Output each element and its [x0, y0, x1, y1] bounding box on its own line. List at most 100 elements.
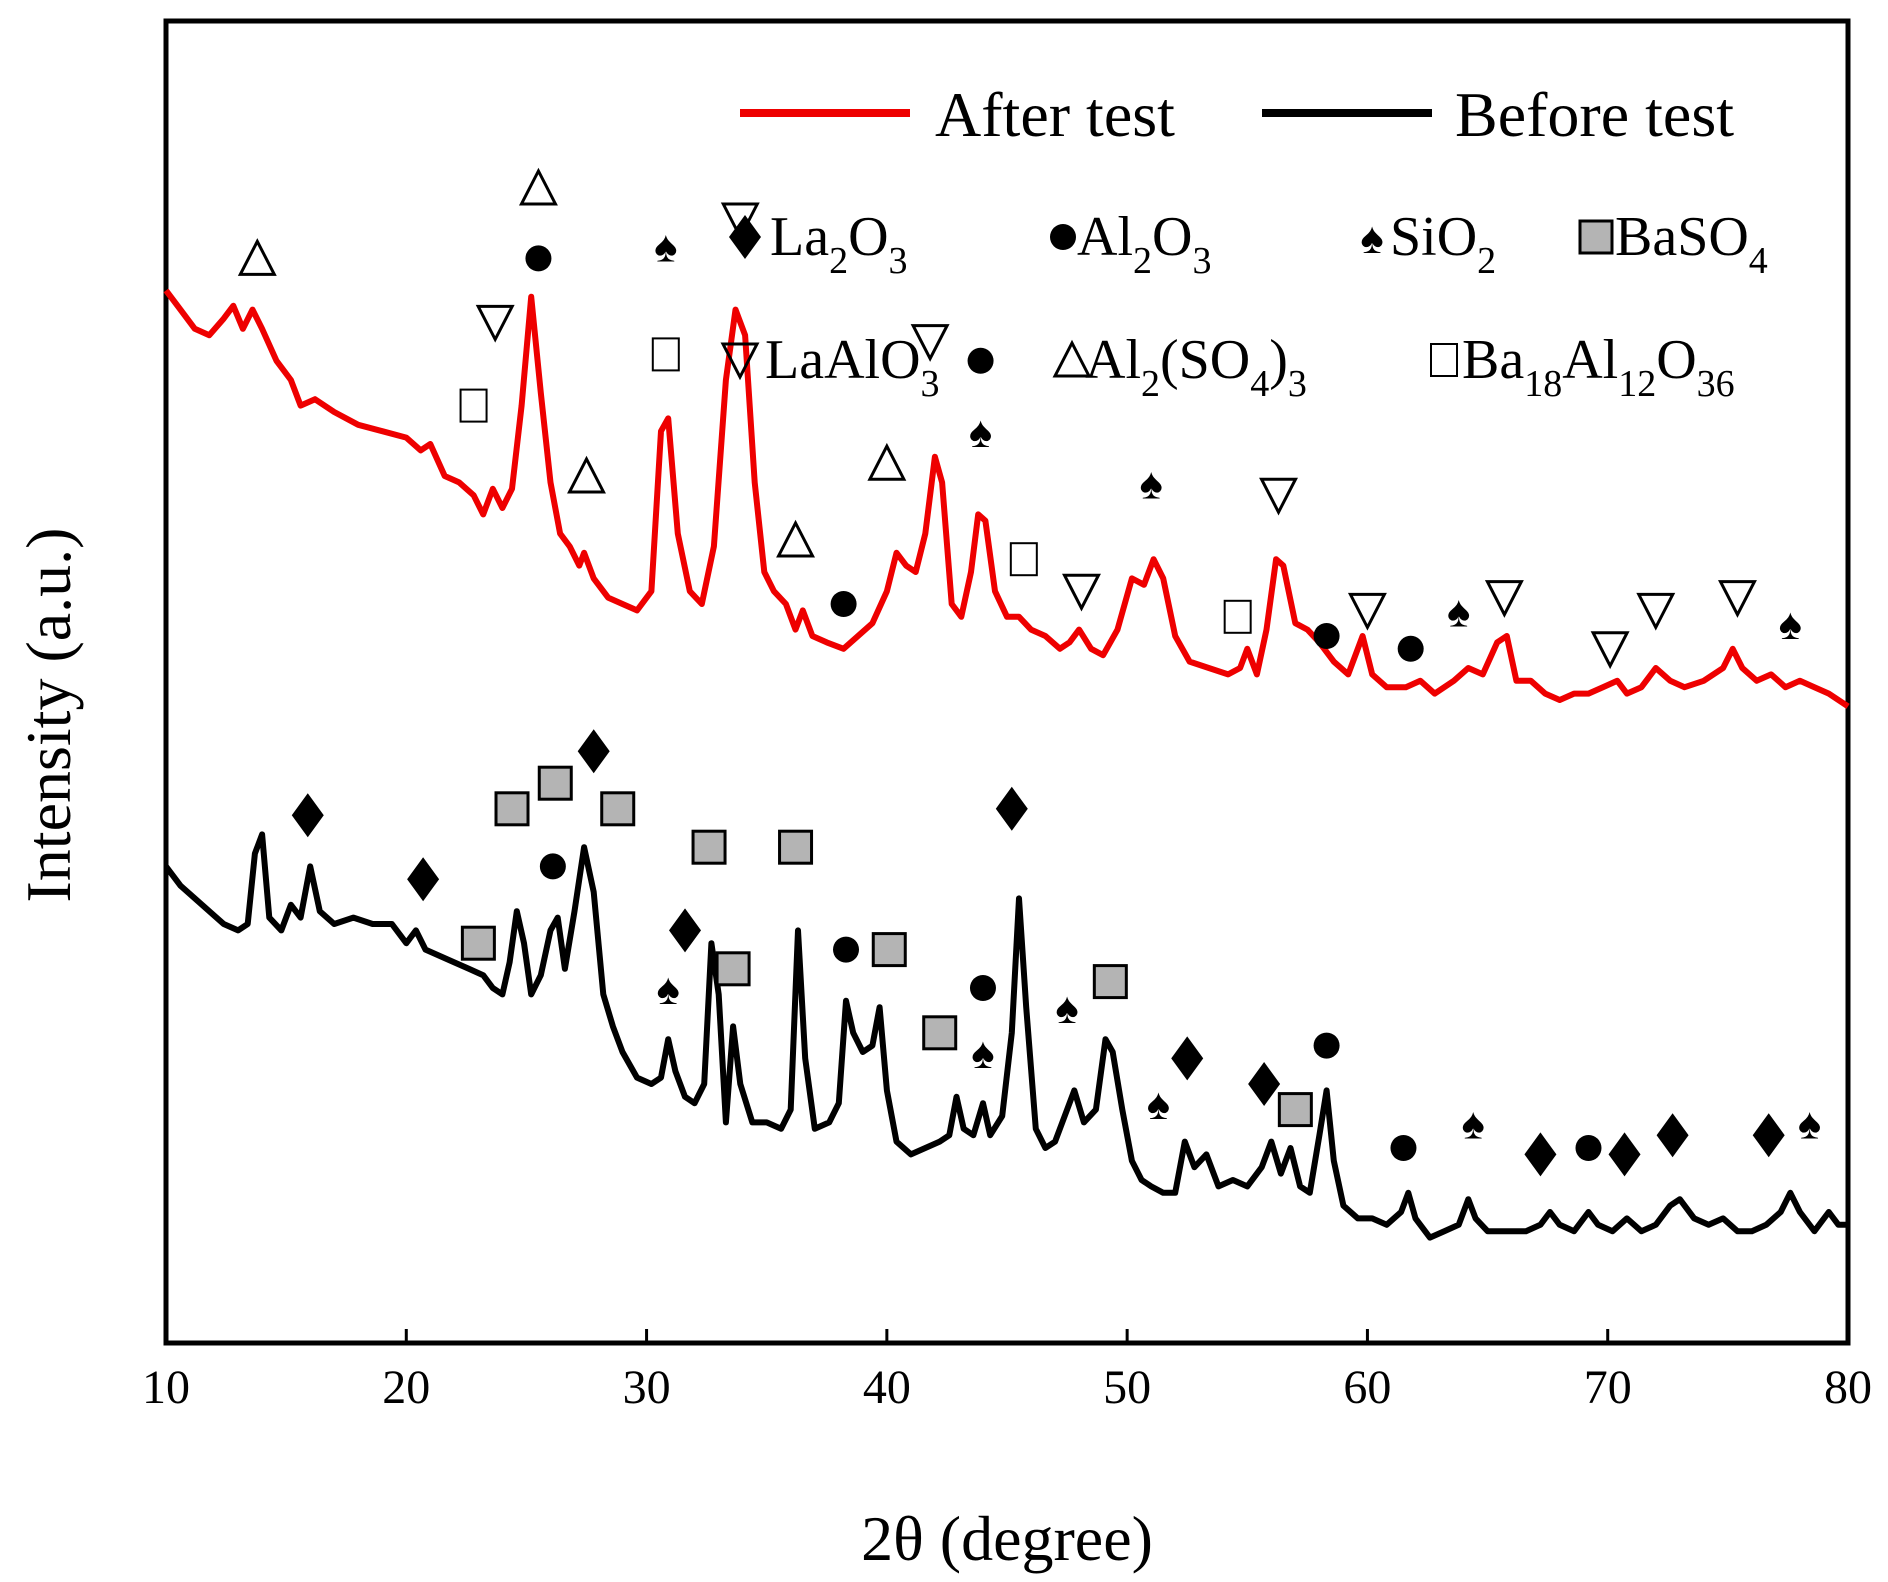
svg-text:♠: ♠ [1055, 984, 1078, 1033]
after-peak-circle-icon [830, 591, 857, 617]
x-tick-label-40: 40 [863, 1361, 911, 1414]
phase-legend-symbol-diamond [729, 215, 761, 259]
before-peak-spade-icon: ♠ [971, 1029, 994, 1078]
svg-text:♠: ♠ [1139, 459, 1162, 508]
svg-text:♠: ♠ [657, 965, 680, 1014]
phase-legend-symbol-square-open [1430, 343, 1458, 377]
phase-legend-diamond-icon [729, 215, 761, 259]
after-peak-square-open-icon [459, 388, 488, 423]
x-tick-label-30: 30 [623, 1361, 671, 1414]
phase-legend-symbol-triangle-up [1052, 339, 1092, 378]
phase-legend-symbol-spade: ♠ [1360, 214, 1383, 263]
phase-legend-symbol-circle [1050, 224, 1076, 250]
before-peak-diamond-icon [995, 786, 1028, 831]
before-peak-diamond-icon [1608, 1132, 1641, 1177]
before-peak-spade-icon: ♠ [1055, 984, 1078, 1033]
before-peak-diamond-icon [1656, 1113, 1689, 1158]
before-peak-square-gray-icon [460, 925, 496, 961]
after-peak-triangle-up-icon [237, 238, 277, 276]
svg-text:♠: ♠ [969, 408, 992, 457]
x-axis-title: 2θ (degree) [861, 1503, 1153, 1574]
after-peak-circle-icon [967, 347, 994, 374]
svg-text:♠: ♠ [1147, 1080, 1170, 1129]
phase-legend-sio2: SiO2 [1390, 206, 1496, 282]
phase-legend-symbol-triangle-down [720, 342, 760, 381]
after-peak-triangle-down-icon [1347, 592, 1387, 631]
before-peak-diamond-icon [1524, 1132, 1557, 1177]
y-axis-title: Intensity (a.u.) [13, 528, 84, 903]
series-legend: After test Before test [740, 79, 1734, 150]
legend-label-after: After test [935, 79, 1175, 150]
after-peak-triangle-up-icon [567, 455, 606, 494]
after-peak-triangle-down-icon [1590, 631, 1630, 670]
before-peak-square-gray-icon [600, 791, 636, 827]
before-peak-circle-icon [833, 936, 860, 963]
series-lines [163, 288, 1850, 1241]
phase-legend-symbol-square-gray [1578, 219, 1614, 255]
before-peak-square-gray-icon [715, 951, 751, 987]
after-peak-circle-icon [525, 245, 552, 272]
x-axis-ticks: 10 20 30 40 50 60 70 80 [142, 1329, 1872, 1414]
after-peak-square-open-icon [1223, 599, 1252, 634]
phase-legend-open-square-icon [1430, 343, 1458, 377]
phase-legend-baso4: BaSO4 [1615, 206, 1768, 282]
before-peak-diamond-icon [291, 793, 324, 838]
peak-annotations: ♠ ♠ ♠ ♠ ♠ ♠ ♠ ♠ ♠ ♠ ♠ [237, 167, 1821, 1177]
x-tick-label-80: 80 [1824, 1361, 1872, 1414]
before-peak-square-gray-icon [537, 765, 573, 801]
svg-text:♠: ♠ [1779, 600, 1802, 649]
before-peak-square-gray-icon [922, 1015, 958, 1051]
after-peak-square-open-icon [651, 337, 680, 372]
svg-text:♠: ♠ [1461, 1099, 1484, 1148]
series-line-before-test [163, 831, 1848, 1241]
before-peak-circle-icon [1390, 1135, 1417, 1161]
after-peak-triangle-up-icon [518, 167, 558, 206]
before-peak-square-gray-icon [1092, 964, 1128, 1000]
x-tick-label-50: 50 [1103, 1361, 1151, 1414]
svg-text:♠: ♠ [1798, 1099, 1821, 1148]
before-peak-circle-icon [1575, 1135, 1602, 1161]
before-peak-square-gray-icon [494, 791, 530, 827]
svg-text:♠: ♠ [971, 1029, 994, 1078]
svg-text:♠: ♠ [1360, 214, 1383, 263]
svg-text:♠: ♠ [1447, 587, 1470, 636]
phase-legend-gray-square-icon [1578, 219, 1614, 255]
after-peak-triangle-down-icon [1484, 580, 1524, 618]
phase-legend-ba18al12o36: Ba18Al12O36 [1462, 329, 1735, 405]
before-peak-diamond-icon [1248, 1062, 1281, 1106]
legend-label-before: Before test [1455, 79, 1734, 150]
after-peak-triangle-down-icon [475, 304, 515, 343]
phase-legend: La2O3 Al2O3 ♠ SiO2 BaSO4 LaAlO3 Al2(SO4)… [720, 206, 1768, 405]
before-peak-spade-icon: ♠ [1461, 1099, 1484, 1148]
after-peak-triangle-down-icon [1718, 580, 1757, 618]
before-peak-square-gray-icon [1277, 1092, 1313, 1128]
after-peak-triangle-down-icon [910, 324, 950, 362]
after-peak-spade-icon: ♠ [1139, 459, 1162, 508]
before-peak-diamond-icon [669, 908, 702, 953]
after-peak-triangle-up-icon [867, 442, 907, 481]
before-peak-diamond-icon [577, 729, 610, 774]
after-peak-triangle-down-icon [1062, 573, 1101, 612]
x-tick-label-60: 60 [1343, 1361, 1391, 1414]
after-peak-triangle-up-icon [776, 519, 816, 558]
after-peak-spade-icon: ♠ [654, 223, 677, 272]
before-peak-square-gray-icon [871, 932, 907, 968]
after-peak-spade-icon: ♠ [1779, 600, 1802, 649]
series-line-after-test [163, 288, 1850, 709]
phase-legend-al2so43: Al2(SO4)3 [1085, 329, 1307, 405]
after-peak-spade-icon: ♠ [1447, 587, 1470, 636]
before-peak-circle-icon [1313, 1032, 1340, 1059]
before-peak-square-gray-icon [691, 829, 727, 865]
phase-legend-la2o3: La2O3 [770, 206, 908, 282]
x-tick-label-70: 70 [1584, 1361, 1632, 1414]
phase-legend-laalo3: LaAlO3 [765, 329, 940, 405]
before-peak-spade-icon: ♠ [1798, 1099, 1821, 1148]
before-peak-spade-icon: ♠ [1147, 1080, 1170, 1129]
before-peak-circle-icon [969, 975, 996, 1001]
after-peak-triangle-down-icon [1259, 477, 1298, 516]
phase-legend-spade-icon: ♠ [1360, 214, 1383, 263]
before-peak-diamond-icon [1171, 1036, 1204, 1081]
plot-frame [163, 18, 1851, 1346]
before-peak-circle-icon [539, 853, 566, 880]
